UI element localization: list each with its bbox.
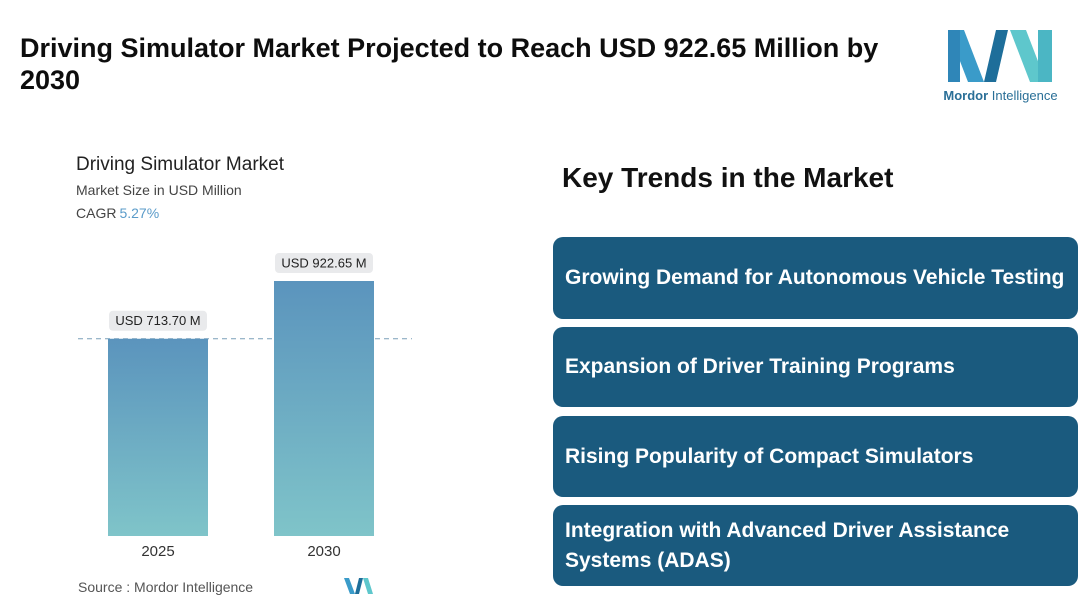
x-tick-label: 2025 bbox=[141, 543, 174, 560]
data-label: USD 922.65 M bbox=[281, 256, 366, 271]
trend-card-compact-simulators: Rising Popularity of Compact Simulators bbox=[553, 416, 1078, 497]
trend-text: Rising Popularity of Compact Simulators bbox=[565, 444, 974, 468]
cagr-label: CAGR bbox=[76, 205, 117, 221]
mordor-intelligence-logo: Mordor Intelligence bbox=[938, 28, 1063, 108]
chart-source: Source : Mordor Intelligence bbox=[78, 579, 254, 595]
data-label-bg bbox=[275, 253, 373, 273]
trend-text: Integration with Advanced Driver Assista… bbox=[565, 518, 1010, 572]
bar-2025 bbox=[108, 338, 208, 536]
page-title: Driving Simulator Market Projected to Re… bbox=[20, 33, 879, 95]
bar-2030 bbox=[274, 281, 374, 536]
bar-chart: USD 713.70 M 2025 USD 922.65 M 2030 bbox=[78, 253, 412, 560]
x-tick-label: 2030 bbox=[307, 543, 340, 560]
data-label-bg bbox=[109, 310, 207, 331]
trend-text: Growing Demand for Autonomous Vehicle Te… bbox=[565, 266, 1065, 289]
data-label: USD 713.70 M bbox=[115, 313, 200, 328]
source-logo-icon bbox=[344, 578, 373, 594]
trend-card-autonomous-testing: Growing Demand for Autonomous Vehicle Te… bbox=[553, 237, 1078, 319]
chart-cagr: CAGR 5.27% bbox=[76, 205, 159, 221]
logo-mark-icon bbox=[948, 30, 1052, 82]
trend-text: Expansion of Driver Training Programs bbox=[565, 355, 955, 378]
logo-brand-bold: Mordor bbox=[943, 88, 989, 103]
trend-card-adas-integration: Integration with Advanced Driver Assista… bbox=[553, 505, 1078, 586]
logo-brand-rest: Intelligence bbox=[988, 88, 1058, 103]
key-trends-heading: Key Trends in the Market bbox=[562, 162, 894, 193]
chart-subtitle: Market Size in USD Million bbox=[76, 182, 242, 198]
chart-title: Driving Simulator Market bbox=[76, 154, 284, 175]
trend-card-driver-training: Expansion of Driver Training Programs bbox=[553, 327, 1078, 407]
cagr-value: 5.27% bbox=[119, 205, 160, 221]
